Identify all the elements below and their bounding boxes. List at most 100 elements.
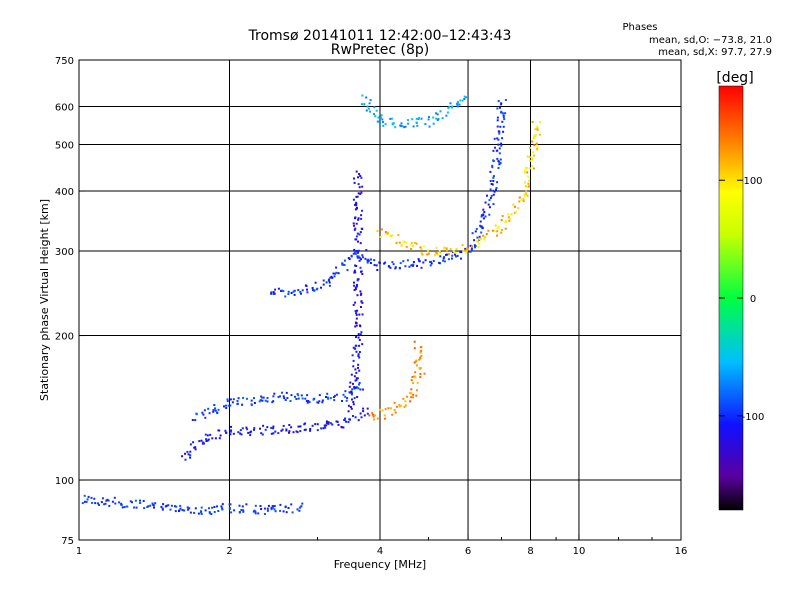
echo-point (412, 396, 414, 399)
echo-point (274, 430, 277, 433)
echo-point (420, 252, 423, 255)
echo-point (143, 507, 146, 510)
echo-point (449, 247, 452, 250)
echo-point (321, 401, 324, 404)
echo-point (295, 430, 298, 433)
echo-point (471, 232, 474, 235)
echo-point (410, 392, 413, 395)
echo-point (229, 398, 232, 401)
echo-point (531, 121, 534, 123)
echo-point (365, 249, 368, 252)
echo-point (524, 169, 527, 172)
echo-point (201, 411, 204, 414)
echo-point (402, 260, 405, 263)
echo-point (200, 511, 203, 514)
echo-point (416, 389, 418, 392)
echo-point (285, 391, 288, 394)
echo-point (496, 125, 499, 128)
echo-point (162, 503, 165, 506)
echo-point (414, 371, 417, 374)
echo-point (355, 371, 358, 374)
echo-point (179, 504, 182, 507)
echo-point (509, 218, 512, 221)
echo-point (343, 264, 346, 266)
echo-point (225, 431, 228, 434)
echo-point (441, 117, 444, 120)
echo-point (492, 176, 495, 179)
echo-point (409, 243, 412, 246)
echo-point (187, 453, 190, 456)
echo-point (296, 393, 299, 395)
echo-point (354, 416, 357, 419)
echo-point (205, 438, 208, 441)
echo-point (451, 254, 454, 257)
echo-point (373, 113, 375, 116)
echo-point (532, 151, 534, 154)
echo-point (407, 119, 409, 121)
echo-point (359, 231, 362, 234)
echo-point (532, 167, 535, 170)
echo-point (86, 498, 89, 501)
echo-point (499, 125, 502, 128)
echo-point (206, 434, 209, 437)
echo-point (507, 216, 510, 219)
y-tick-label: 500 (55, 141, 74, 152)
echo-point (216, 505, 218, 508)
echo-point (447, 107, 450, 109)
echo-point (360, 191, 363, 194)
echo-point (121, 506, 124, 509)
y-tick-label: 75 (61, 536, 74, 547)
echo-point (359, 290, 362, 293)
echo-point (358, 339, 361, 341)
echo-point (316, 401, 319, 404)
echo-point (504, 219, 507, 222)
y-tick-label: 200 (55, 332, 74, 343)
echo-point (389, 234, 392, 237)
echo-point (419, 357, 422, 360)
echo-point (299, 425, 302, 428)
echo-point (266, 400, 269, 403)
echo-point (415, 117, 418, 120)
y-axis-label: Stationary phase Virtual Height [km] (38, 199, 51, 401)
echo-point (266, 397, 269, 399)
echo-point (361, 273, 364, 275)
echo-point (279, 395, 281, 398)
echo-point (353, 228, 356, 231)
echo-point (83, 500, 86, 503)
echo-point (531, 140, 534, 143)
echo-point (415, 394, 418, 397)
echo-point (492, 193, 495, 196)
echo-point (198, 440, 201, 443)
echo-point (378, 122, 381, 125)
echo-point (316, 429, 319, 432)
echo-point (262, 396, 265, 399)
echo-point (393, 408, 396, 411)
echo-point (496, 227, 499, 230)
echo-point (225, 404, 227, 407)
echo-point (100, 501, 103, 504)
echo-point (445, 253, 447, 256)
echo-point (306, 401, 309, 404)
echo-point (298, 509, 301, 512)
echo-point (366, 261, 369, 264)
echo-point (262, 424, 265, 427)
echo-point (484, 201, 487, 204)
echo-point (355, 386, 358, 389)
echo-point (151, 502, 154, 505)
echo-point (208, 412, 211, 415)
echo-point (528, 159, 531, 162)
echo-point (411, 264, 414, 267)
echo-point (494, 146, 496, 149)
echo-point (445, 249, 448, 252)
echo-point (355, 324, 358, 327)
echo-point (358, 259, 361, 262)
echo-point (316, 287, 319, 290)
echo-point (94, 502, 97, 505)
echo-point (402, 397, 405, 400)
echo-point (532, 154, 535, 157)
echo-point (266, 509, 269, 512)
echo-point (227, 404, 230, 407)
echo-point (359, 266, 362, 269)
echo-point (306, 291, 309, 294)
echo-point (357, 176, 359, 179)
